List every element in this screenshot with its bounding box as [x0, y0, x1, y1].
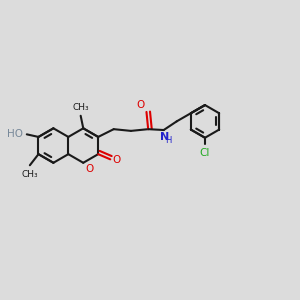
Text: CH₃: CH₃ [72, 103, 89, 112]
Text: CH₃: CH₃ [22, 170, 38, 179]
Text: Cl: Cl [200, 148, 210, 158]
Text: HO: HO [7, 129, 23, 139]
Text: O: O [85, 164, 93, 174]
Text: O: O [112, 155, 121, 165]
Text: H: H [166, 136, 172, 145]
Text: N: N [160, 132, 169, 142]
Text: O: O [137, 100, 145, 110]
